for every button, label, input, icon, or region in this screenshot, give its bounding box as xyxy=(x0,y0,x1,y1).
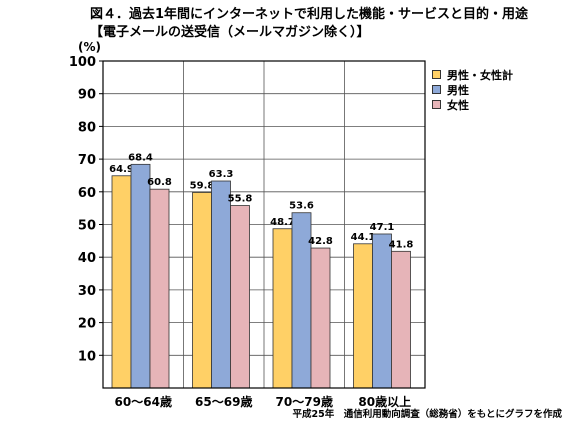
bar xyxy=(149,188,170,389)
legend-swatch-male xyxy=(432,85,441,94)
legend-label-male: 男性 xyxy=(447,83,469,97)
x-tick-label: 80歳以上 xyxy=(358,394,411,409)
data-label: 63.3 xyxy=(209,169,234,180)
y-tick-label: 30 xyxy=(78,284,96,299)
legend-item-total: 男性・女性計 xyxy=(432,67,513,82)
legend-swatch-female xyxy=(432,100,441,109)
bar xyxy=(111,175,132,389)
data-label: 60.8 xyxy=(147,177,172,188)
data-label: 42.8 xyxy=(308,236,333,247)
data-label: 53.6 xyxy=(289,201,314,212)
bar xyxy=(192,192,212,389)
data-label: 55.8 xyxy=(228,194,253,205)
y-tick-label: 90 xyxy=(78,88,96,103)
y-tick-label: 70 xyxy=(78,153,96,168)
data-label: 48.7 xyxy=(270,217,295,228)
data-label: 64.9 xyxy=(109,164,134,175)
y-tick-label: 50 xyxy=(78,219,96,234)
data-label: 68.4 xyxy=(128,152,153,163)
legend-item-male: 男性 xyxy=(432,82,513,97)
data-label: 44.1 xyxy=(351,232,376,243)
x-tick-label: 70〜79歳 xyxy=(276,394,333,409)
y-axis-unit: (%) xyxy=(78,40,101,54)
data-label: 59.8 xyxy=(190,180,215,191)
legend-swatch-total xyxy=(432,70,441,79)
bar xyxy=(130,163,151,389)
source-note: 平成25年 通信利用動向調査（総務省）をもとにグラフを作成 xyxy=(292,409,562,420)
plot-frame xyxy=(102,60,426,389)
bar xyxy=(230,205,250,389)
legend-item-female: 女性 xyxy=(432,97,513,112)
legend-label-female: 女性 xyxy=(447,98,469,112)
y-tick-label: 20 xyxy=(78,317,96,332)
bar xyxy=(372,233,392,389)
y-tick-label: 80 xyxy=(78,120,96,135)
bar xyxy=(211,180,231,389)
y-tick-label: 60 xyxy=(78,186,96,201)
y-tick-label: 100 xyxy=(69,55,96,70)
chart-title: 図４．過去1年間にインターネットで利用した機能・サービスと目的・用途 xyxy=(90,7,529,22)
data-label: 41.8 xyxy=(389,239,414,250)
legend: 男性・女性計 男性 女性 xyxy=(432,67,513,112)
x-tick-label: 65〜69歳 xyxy=(195,394,252,409)
y-tick-label: 10 xyxy=(78,349,96,364)
y-tick-label: 40 xyxy=(78,251,96,266)
bar xyxy=(353,243,373,389)
data-label: 47.1 xyxy=(370,222,395,233)
chart-subtitle: 【電子メールの送受信（メールマガジン除く）】 xyxy=(90,25,370,40)
bar xyxy=(310,247,331,389)
bar xyxy=(391,250,411,389)
legend-label-total: 男性・女性計 xyxy=(447,68,513,82)
bar xyxy=(272,228,293,389)
x-tick-label: 60〜64歳 xyxy=(115,394,172,409)
